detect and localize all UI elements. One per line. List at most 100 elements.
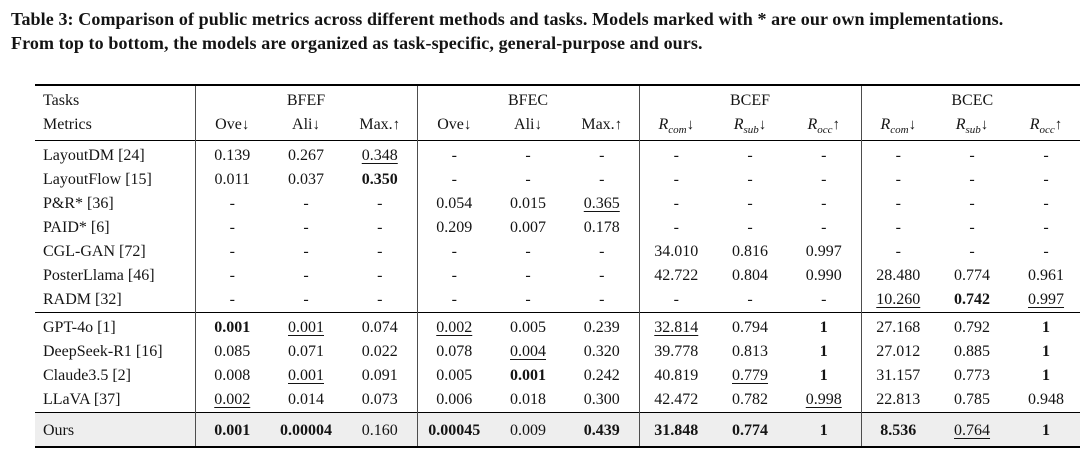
arrow-down-icon: ↓: [463, 116, 472, 133]
metric-header: Max.↑: [565, 112, 639, 141]
value-cell: -: [821, 171, 827, 188]
value-cell: 0.014: [288, 391, 324, 408]
value-cell: 0.997: [805, 243, 842, 260]
value-cell: -: [525, 267, 531, 284]
value-cell: 0.813: [732, 343, 769, 360]
value-cell: 0.300: [583, 391, 620, 408]
metric-header: Rocc↑: [787, 112, 861, 141]
value-cell: -: [821, 147, 827, 164]
model-cell: CGL-GAN [72]: [43, 243, 146, 260]
value-cell: 0.439: [583, 422, 620, 439]
value-cell: -: [747, 195, 753, 212]
caption-line-2: From top to bottom, the models are organ…: [11, 33, 703, 53]
value-cell: -: [638, 288, 714, 313]
arrow-up-icon: ↑: [1054, 116, 1063, 133]
model-cell: GPT-4o [1]: [43, 319, 116, 336]
metric-label: R: [955, 115, 966, 133]
arrow-down-icon: ↓: [908, 116, 917, 133]
metric-label: R: [880, 115, 891, 133]
value-cell: 0.001: [288, 319, 324, 336]
arrow-down-icon: ↓: [980, 116, 989, 133]
value-cell: 0.350: [361, 171, 398, 188]
value-cell: 0.005: [510, 319, 547, 336]
value-cell: 0.018: [510, 391, 547, 408]
table-row: GPT-4o [1] 0.001 0.001 0.074 0.002 0.005 0.239…: [35, 312, 1080, 340]
value-cell: 0.071: [288, 343, 324, 360]
value-cell: -: [638, 192, 714, 216]
value-cell: 10.260: [860, 288, 936, 313]
model-cell: DeepSeek-R1 [16]: [43, 343, 163, 360]
model-cell: Ours: [43, 422, 75, 439]
value-cell: -: [525, 243, 531, 260]
group-header: BCEF: [638, 85, 862, 112]
value-cell: -: [747, 291, 753, 308]
model-cell: P&R* [36]: [43, 195, 114, 212]
value-cell: 0.00004: [280, 422, 332, 439]
value-cell: -: [1043, 195, 1049, 212]
value-cell: -: [599, 147, 605, 164]
value-cell: 0.005: [416, 364, 492, 388]
value-cell: 1: [819, 367, 828, 384]
value-cell: -: [1043, 171, 1049, 188]
value-cell: -: [377, 219, 383, 236]
value-cell: -: [416, 140, 492, 168]
value-cell: 1: [1042, 343, 1051, 360]
value-cell: 1: [1042, 367, 1051, 384]
header-row-metrics: Metrics Ove↓ Ali↓ Max.↑ Ove↓ Ali↓ Max.↑ Rcom↓ Rs…: [35, 112, 1080, 141]
value-cell: 0.990: [805, 267, 842, 284]
metric-header: Ove↓: [416, 112, 492, 141]
metric-label: Ali: [292, 115, 313, 133]
metric-label: Ove: [215, 115, 242, 133]
value-cell: -: [860, 240, 936, 264]
value-cell: -: [1043, 243, 1049, 260]
value-cell: -: [525, 291, 531, 308]
value-cell: 0.037: [288, 171, 324, 188]
metric-header: Ali↓: [491, 112, 565, 141]
value-cell: 0.242: [583, 367, 620, 384]
table-row: DeepSeek-R1 [16] 0.085 0.071 0.022 0.078 0.00…: [35, 340, 1080, 364]
table-row: PAID* [6] - - - 0.209 0.007 0.178 - - - - - -: [35, 216, 1080, 240]
section-ours: Ours 0.001 0.00004 0.160 0.00045 0.009 0.439 31…: [35, 412, 1080, 447]
table-caption: Table 3: Comparison of public metrics ac…: [0, 0, 1080, 55]
value-cell: 0.007: [510, 219, 547, 236]
arrow-down-icon: ↓: [686, 116, 695, 133]
value-cell: -: [969, 243, 975, 260]
metric-subscript: com: [890, 123, 909, 136]
value-cell: -: [416, 288, 492, 313]
value-cell: 32.814: [638, 312, 714, 340]
value-cell: 1: [819, 343, 828, 360]
value-cell: -: [638, 168, 714, 192]
table-row: RADM [32] - - - - - - - - - 10.260 0.742 0.997: [35, 288, 1080, 313]
value-cell: 0.004: [510, 343, 547, 360]
group-header: BFEC: [416, 85, 640, 112]
value-cell: 0.078: [416, 340, 492, 364]
value-cell: 0.006: [416, 388, 492, 413]
value-cell: -: [303, 291, 309, 308]
value-cell: -: [599, 291, 605, 308]
value-cell: -: [194, 192, 269, 216]
value-cell: -: [969, 147, 975, 164]
value-cell: 0.804: [732, 267, 769, 284]
value-cell: -: [599, 243, 605, 260]
value-cell: 0.997: [1028, 291, 1065, 308]
value-cell: 0.054: [416, 192, 492, 216]
value-cell: 0.139: [194, 140, 269, 168]
model-cell: RADM [32]: [43, 291, 122, 308]
value-cell: -: [377, 195, 383, 212]
value-cell: 0.239: [583, 319, 620, 336]
caption-line-1: Table 3: Comparison of public metrics ac…: [11, 9, 1004, 29]
value-cell: -: [525, 171, 531, 188]
table-row: LLaVA [37] 0.002 0.014 0.073 0.006 0.018 0.300…: [35, 388, 1080, 413]
value-cell: 0.160: [361, 422, 398, 439]
value-cell: -: [599, 267, 605, 284]
metric-label: R: [807, 115, 818, 133]
value-cell: 0.085: [194, 340, 269, 364]
group-header: BCEC: [860, 85, 1080, 112]
value-cell: 0.015: [510, 195, 547, 212]
metric-header: Rocc↑: [1009, 112, 1080, 141]
model-cell: LLaVA [37]: [43, 391, 121, 408]
model-cell: PosterLlama [46]: [43, 267, 155, 284]
value-cell: -: [416, 168, 492, 192]
metric-subscript: occ: [817, 123, 833, 136]
metric-label: R: [733, 115, 744, 133]
